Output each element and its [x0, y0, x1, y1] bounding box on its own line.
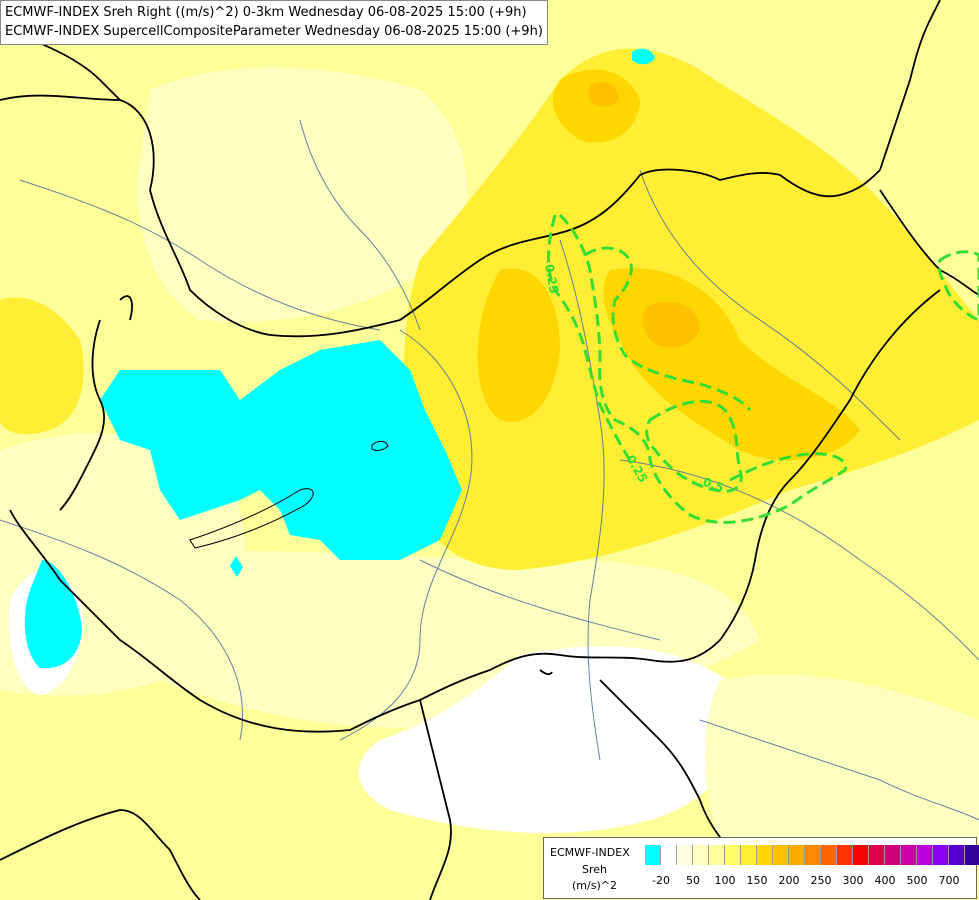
contour-label-05: 0.5	[701, 475, 726, 495]
field-white-region-south	[358, 646, 746, 834]
legend-swatch-4	[709, 845, 725, 865]
contour-05	[645, 399, 743, 493]
legend-tick-0: -20	[652, 874, 670, 887]
legend-swatch-13	[853, 845, 869, 865]
legend-tick-8: 500	[906, 874, 928, 887]
legend-swatch-7	[757, 845, 773, 865]
contour-025-east	[584, 246, 752, 412]
legend-swatch-6	[741, 845, 757, 865]
field-orange-core-north	[552, 69, 640, 143]
legend-swatch-20	[965, 845, 979, 865]
legend-swatch-1	[661, 845, 677, 865]
legend-swatch-0	[645, 845, 661, 865]
legend-param: Sreh	[582, 863, 608, 876]
color-legend: ECMWF-INDEX Sreh (m/s)^2 -20 50 100 150 200 2…	[543, 837, 979, 899]
field-pale-region-north	[137, 67, 467, 322]
map-title-scp: ECMWF-INDEX SupercellCompositeParameter …	[5, 24, 543, 39]
legend-swatch-3	[693, 845, 709, 865]
field-cyan-spot-small	[230, 556, 243, 577]
legend-swatch-17	[917, 845, 933, 865]
contour-025-inner	[547, 214, 632, 461]
legend-tick-3: 150	[746, 874, 768, 887]
field-pale-region-southeast	[705, 674, 979, 840]
map-title-sreh: ECMWF-INDEX Sreh Right ((m/s)^2) 0-3km W…	[5, 5, 527, 20]
field-deep-orange-core	[642, 301, 700, 348]
legend-swatch-10	[805, 845, 821, 865]
legend-swatch-18	[933, 845, 949, 865]
legend-tick-labels: -20 50 100 150 200 250 300 400 500 700	[645, 874, 975, 890]
legend-tick-7: 400	[874, 874, 896, 887]
field-gold-northwest	[0, 297, 84, 435]
legend-swatch-5	[725, 845, 741, 865]
legend-swatch-12	[837, 845, 853, 865]
field-cyan-region-central	[100, 340, 462, 560]
field-cyan-spot-north	[632, 48, 655, 65]
legend-swatch-11	[821, 845, 837, 865]
legend-tick-9: 700	[938, 874, 960, 887]
contour-025-west	[558, 213, 848, 524]
legend-tick-5: 250	[810, 874, 832, 887]
lake-small	[371, 440, 389, 451]
legend-unit: (m/s)^2	[572, 879, 617, 892]
legend-swatch-8	[773, 845, 789, 865]
scp-contours	[547, 213, 979, 524]
legend-color-scale	[645, 845, 979, 865]
legend-swatch-9	[789, 845, 805, 865]
legend-title: ECMWF-INDEX	[550, 846, 630, 859]
legend-swatch-15	[885, 845, 901, 865]
legend-tick-6: 300	[842, 874, 864, 887]
legend-swatch-19	[949, 845, 965, 865]
legend-swatch-14	[869, 845, 885, 865]
contour-label-025-north: 0.25	[542, 263, 561, 295]
field-orange-core-west	[477, 268, 560, 422]
contour-025-fareast	[937, 250, 979, 322]
legend-tick-4: 200	[778, 874, 800, 887]
map-title-box: ECMWF-INDEX Sreh Right ((m/s)^2) 0-3km W…	[0, 0, 548, 45]
legend-swatch-2	[677, 845, 693, 865]
legend-tick-2: 100	[714, 874, 736, 887]
rivers	[0, 119, 979, 821]
lake-balaton	[189, 488, 314, 549]
legend-tick-1: 50	[686, 874, 700, 887]
legend-swatch-16	[901, 845, 917, 865]
field-deep-orange-core-north	[588, 82, 619, 107]
